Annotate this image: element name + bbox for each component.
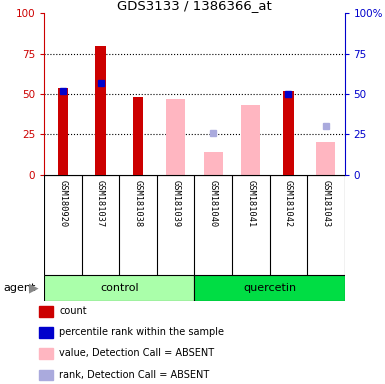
Text: GSM181040: GSM181040 — [209, 180, 218, 227]
Bar — [39, 328, 53, 338]
Text: GSM181041: GSM181041 — [246, 180, 255, 227]
Text: GSM181042: GSM181042 — [284, 180, 293, 227]
Bar — [95, 46, 106, 175]
Text: value, Detection Call = ABSENT: value, Detection Call = ABSENT — [59, 348, 214, 358]
Bar — [316, 142, 335, 175]
Text: GSM181037: GSM181037 — [96, 180, 105, 227]
Bar — [166, 99, 185, 175]
Bar — [204, 152, 223, 175]
Bar — [39, 306, 53, 317]
Bar — [133, 97, 143, 175]
Text: GSM181043: GSM181043 — [321, 180, 330, 227]
Text: GSM181038: GSM181038 — [134, 180, 142, 227]
Title: GDS3133 / 1386366_at: GDS3133 / 1386366_at — [117, 0, 272, 12]
Bar — [39, 369, 53, 380]
Bar — [44, 275, 194, 301]
Text: GSM181039: GSM181039 — [171, 180, 180, 227]
Text: quercetin: quercetin — [243, 283, 296, 293]
Text: rank, Detection Call = ABSENT: rank, Detection Call = ABSENT — [59, 369, 209, 379]
Text: agent: agent — [4, 283, 36, 293]
Text: count: count — [59, 306, 87, 316]
Bar — [241, 105, 260, 175]
Text: control: control — [100, 283, 139, 293]
Text: ▶: ▶ — [29, 281, 38, 295]
Bar — [283, 91, 293, 175]
Text: percentile rank within the sample: percentile rank within the sample — [59, 328, 224, 338]
Bar — [194, 275, 345, 301]
Bar — [58, 88, 68, 175]
Text: GSM180920: GSM180920 — [59, 180, 67, 227]
Bar — [39, 349, 53, 359]
